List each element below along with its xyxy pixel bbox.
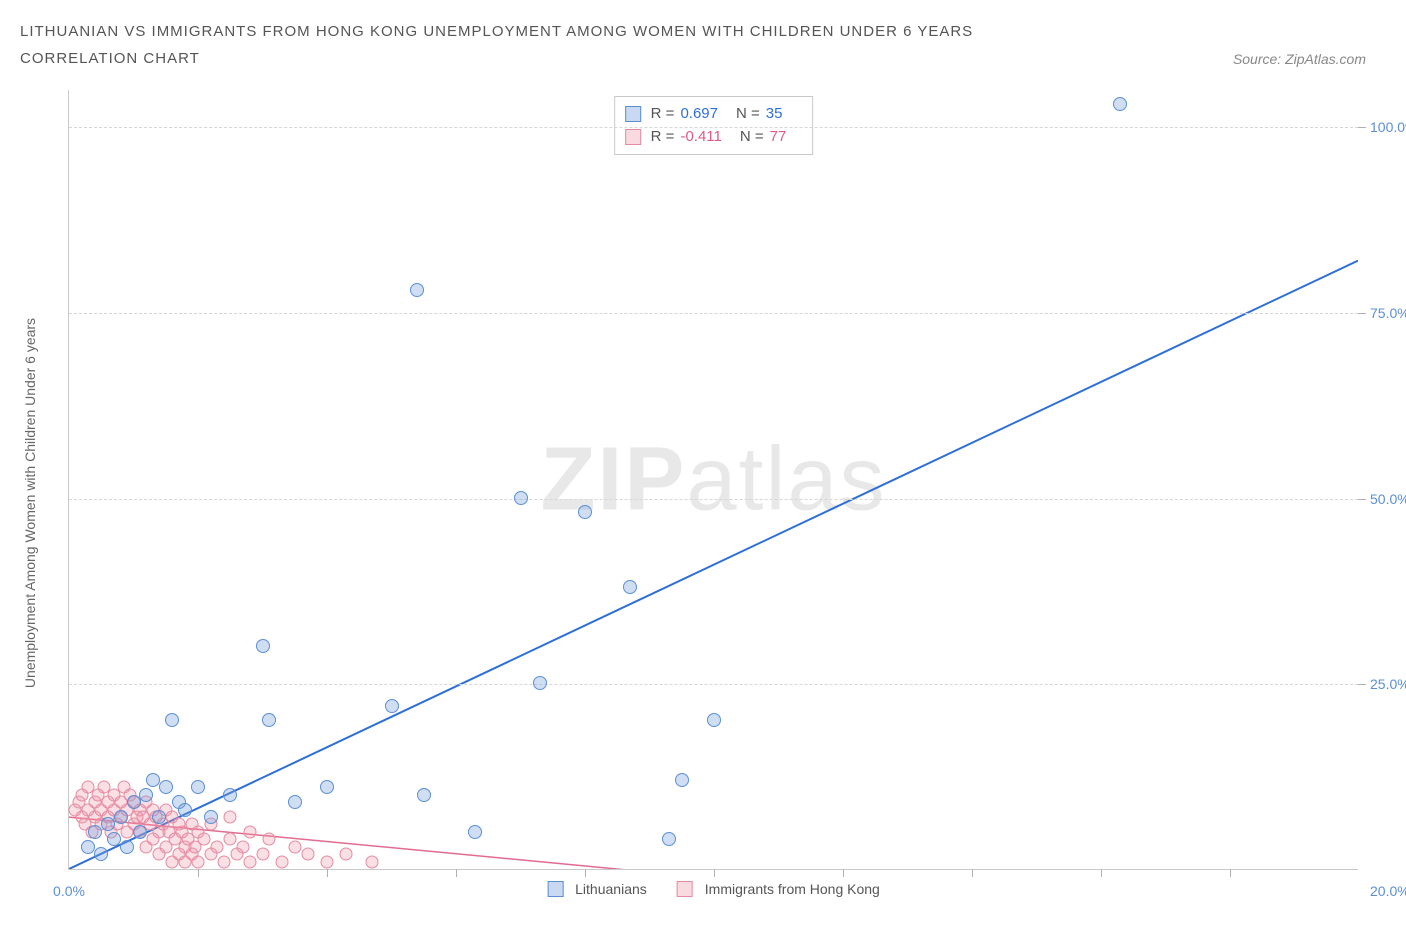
source-label: Source: ZipAtlas.com	[1233, 51, 1386, 67]
legend-swatch-blue	[547, 881, 563, 897]
n-value-blue: 35	[766, 103, 783, 126]
data-point	[707, 713, 721, 727]
data-point	[468, 825, 482, 839]
data-point	[1113, 97, 1127, 111]
data-point	[288, 840, 301, 853]
data-point	[101, 817, 115, 831]
data-point	[224, 811, 237, 824]
data-point	[417, 788, 431, 802]
x-tick-label: 0.0%	[53, 883, 85, 899]
data-point	[191, 780, 205, 794]
data-point	[533, 676, 547, 690]
n-label: N =	[736, 103, 760, 126]
data-point	[146, 773, 160, 787]
y-tick-label: 25.0%	[1370, 676, 1406, 692]
y-tick-label: 50.0%	[1370, 491, 1406, 507]
swatch-pink	[625, 129, 641, 145]
n-label-2: N =	[740, 126, 764, 149]
data-point	[262, 833, 275, 846]
data-point	[578, 505, 592, 519]
watermark: ZIPatlas	[540, 428, 886, 531]
data-point	[340, 848, 353, 861]
data-point	[288, 795, 302, 809]
data-point	[301, 848, 314, 861]
r-label: R =	[651, 103, 675, 126]
data-point	[217, 855, 230, 868]
data-point	[165, 713, 179, 727]
data-point	[662, 832, 676, 846]
data-point	[256, 639, 270, 653]
legend-item-blue: Lithuanians	[547, 881, 647, 897]
data-point	[262, 713, 276, 727]
gridline-h	[69, 313, 1358, 314]
data-point	[320, 780, 334, 794]
scatter-plot: ZIPatlas R = 0.697 N = 35 R = -0.411 N =…	[68, 90, 1358, 870]
data-point	[366, 855, 379, 868]
r-value-pink: -0.411	[680, 126, 721, 149]
chart-title-line2: CORRELATION CHART	[20, 45, 200, 72]
correlation-stats-box: R = 0.697 N = 35 R = -0.411 N = 77	[614, 96, 814, 155]
data-point	[237, 840, 250, 853]
legend-label-pink: Immigrants from Hong Kong	[705, 881, 880, 897]
data-point	[152, 810, 166, 824]
data-point	[81, 840, 95, 854]
stats-row-pink: R = -0.411 N = 77	[625, 126, 799, 149]
stats-row-blue: R = 0.697 N = 35	[625, 103, 799, 126]
data-point	[114, 810, 128, 824]
data-point	[243, 855, 256, 868]
y-axis-label: Unemployment Among Women with Children U…	[22, 318, 38, 688]
data-point	[385, 699, 399, 713]
y-tick-label: 100.0%	[1370, 119, 1406, 135]
data-point	[107, 832, 121, 846]
legend-label-blue: Lithuanians	[575, 881, 647, 897]
legend-swatch-pink	[677, 881, 693, 897]
data-point	[88, 825, 102, 839]
data-point	[120, 840, 134, 854]
r-value-blue: 0.697	[680, 103, 718, 126]
y-tick-label: 75.0%	[1370, 305, 1406, 321]
data-point	[223, 788, 237, 802]
data-point	[211, 840, 224, 853]
chart-container: Unemployment Among Women with Children U…	[40, 90, 1386, 900]
legend-item-pink: Immigrants from Hong Kong	[677, 881, 880, 897]
data-point	[127, 795, 141, 809]
trend-lines	[69, 90, 1358, 869]
swatch-blue	[625, 106, 641, 122]
data-point	[192, 855, 205, 868]
data-point	[133, 825, 147, 839]
n-value-pink: 77	[770, 126, 787, 149]
data-point	[623, 580, 637, 594]
data-point	[675, 773, 689, 787]
gridline-h	[69, 499, 1358, 500]
x-tick-label: 20.0%	[1370, 883, 1406, 899]
chart-title-line1: LITHUANIAN VS IMMIGRANTS FROM HONG KONG …	[20, 18, 1386, 45]
data-point	[224, 833, 237, 846]
gridline-h	[69, 127, 1358, 128]
data-point	[410, 283, 424, 297]
data-point	[178, 803, 192, 817]
data-point	[94, 847, 108, 861]
data-point	[514, 491, 528, 505]
r-label-2: R =	[651, 126, 675, 149]
data-point	[139, 788, 153, 802]
data-point	[256, 848, 269, 861]
data-point	[275, 855, 288, 868]
data-point	[204, 810, 218, 824]
chart-header: LITHUANIAN VS IMMIGRANTS FROM HONG KONG …	[0, 0, 1406, 72]
data-point	[159, 780, 173, 794]
gridline-h	[69, 684, 1358, 685]
data-point	[198, 833, 211, 846]
data-point	[243, 825, 256, 838]
legend: Lithuanians Immigrants from Hong Kong	[547, 881, 880, 897]
data-point	[321, 855, 334, 868]
